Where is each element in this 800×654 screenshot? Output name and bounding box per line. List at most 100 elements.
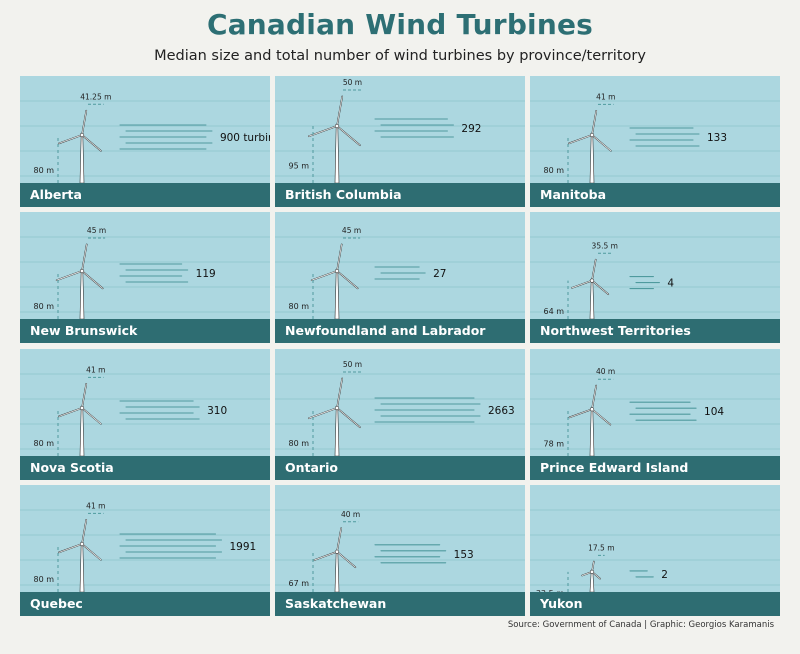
turbine-count-label: 153: [454, 549, 474, 561]
turbine-blade-highlight: [81, 244, 88, 272]
chart-title: Canadian Wind Turbines: [206, 8, 594, 41]
turbine-count-label: 2663: [488, 405, 515, 417]
turbine-blade-highlight: [571, 280, 593, 289]
panel-title: Nova Scotia: [20, 456, 270, 480]
turbine-count-label: 4: [667, 278, 674, 290]
turbine-count-label: 310: [207, 405, 227, 417]
turbine-blade-highlight: [568, 134, 593, 144]
hub-height-label: 80 m: [543, 166, 564, 175]
turbine-hub: [334, 123, 340, 129]
turbine-tower: [589, 571, 595, 593]
panel-northwest-territories: 64 m 35.5 m 4 Northwest Territories: [530, 212, 780, 343]
panel-quebec: 80 m 41 m 1991 Quebec: [20, 485, 270, 616]
turbine-plot: 80 m 41 m 310: [20, 365, 270, 457]
turbine-count-label: 292: [461, 123, 481, 135]
rotor-label: 40 m: [341, 510, 360, 519]
turbine-plot: 67 m 40 m 153: [275, 509, 525, 593]
panel-title: Newfoundland and Labrador: [275, 319, 525, 343]
turbine-tower: [334, 125, 340, 184]
turbine-blade-highlight: [591, 280, 609, 295]
turbine-tower: [79, 134, 85, 184]
rotor-label: 41.25 m: [80, 92, 111, 101]
turbine-blade-highlight: [308, 407, 338, 419]
turbine-blade-highlight: [311, 270, 338, 281]
rotor-label: 41 m: [86, 501, 105, 510]
turbine-blade-highlight: [308, 125, 338, 137]
turbine-blade-highlight: [81, 519, 87, 545]
panel-ontario: 80 m 50 m 2663 Ontario: [275, 349, 525, 480]
turbine-hub: [334, 268, 340, 274]
turbine-hub: [79, 541, 85, 547]
turbine-count-label: 104: [704, 406, 724, 418]
turbine-blade-highlight: [591, 408, 611, 425]
rotor-label: 35.5 m: [592, 241, 618, 250]
hub-height-label: 80 m: [288, 439, 309, 448]
turbine-blade-highlight: [81, 134, 102, 152]
turbine-count-label: 27: [433, 268, 446, 280]
turbine-blade-highlight: [58, 134, 83, 144]
panel-title: Saskatchewan: [275, 592, 525, 616]
turbine-plot: 80 m 41 m 1991: [20, 501, 270, 593]
turbine-blade-highlight: [336, 527, 342, 553]
turbine-blade-highlight: [591, 134, 612, 152]
turbine-count-label: 2: [661, 569, 668, 581]
turbine-plot: 80 m 50 m 2663: [275, 360, 525, 457]
turbine-plot: 80 m 45 m 27: [275, 226, 525, 320]
turbine-count-label: 119: [196, 268, 216, 280]
turbine-plot: 78 m 40 m 104: [530, 367, 780, 457]
hub-height-label: 80 m: [288, 302, 309, 311]
turbine-hub: [334, 405, 340, 411]
panel-nova-scotia: 80 m 41 m 310 Nova Scotia: [20, 349, 270, 480]
turbine-blade-highlight: [336, 125, 361, 146]
turbine-blade-highlight: [336, 244, 343, 272]
panel-title: Ontario: [275, 456, 525, 480]
rotor-label: 40 m: [596, 367, 615, 376]
hub-height-label: 95 m: [288, 162, 309, 171]
turbine-tower: [589, 408, 595, 457]
rotor-label: 50 m: [343, 78, 362, 87]
panel-title: Alberta: [20, 183, 270, 207]
turbine-blade-highlight: [591, 259, 597, 281]
turbine-plot: 80 m 41.25 m 900 turbines: [20, 92, 270, 184]
turbine-hub: [334, 549, 340, 554]
turbine-blade-highlight: [81, 383, 87, 409]
turbine-hub: [589, 569, 595, 574]
turbine-plot: 80 m 41 m 133: [530, 92, 780, 184]
rotor-label: 17.5 m: [588, 543, 614, 552]
turbine-count-label: 900 turbines: [220, 132, 270, 144]
turbine-tower: [79, 543, 85, 593]
turbine-blade-highlight: [58, 407, 83, 417]
turbine-hub: [589, 278, 595, 283]
hub-height-label: 64 m: [543, 307, 564, 316]
panel-title: British Columbia: [275, 183, 525, 207]
turbine-blade-highlight: [336, 407, 361, 428]
panel-new-brunswick: 80 m 45 m 119 New Brunswick: [20, 212, 270, 343]
chart-subtitle: Median size and total number of wind tur…: [154, 48, 646, 64]
turbine-blade-highlight: [314, 551, 338, 561]
turbine-hub: [589, 132, 595, 138]
turbine-blade-highlight: [336, 96, 343, 127]
hub-height-label: 67 m: [288, 579, 309, 588]
turbine-plot: 95 m 50 m 292: [275, 78, 525, 184]
hub-height-label: 80 m: [33, 166, 54, 175]
turbine-hub: [79, 132, 85, 138]
rotor-label: 45 m: [87, 226, 106, 235]
rotor-label: 41 m: [596, 92, 615, 101]
turbine-tower: [589, 280, 595, 320]
turbine-hub: [79, 405, 85, 411]
turbine-hub: [79, 268, 85, 274]
turbine-blade-highlight: [81, 407, 102, 425]
turbine-blade-highlight: [56, 270, 83, 281]
panel-prince-edward-island: 78 m 40 m 104 Prince Edward Island: [530, 349, 780, 480]
panel-title: Northwest Territories: [530, 319, 780, 343]
turbine-tower: [79, 270, 85, 320]
panel-newfoundland-and-labrador: 80 m 45 m 27 Newfoundland and Labrador: [275, 212, 525, 343]
turbine-blade-highlight: [81, 543, 102, 561]
turbine-blade-highlight: [569, 408, 593, 418]
panel-title: Prince Edward Island: [530, 456, 780, 480]
turbine-blade-highlight: [591, 385, 597, 410]
turbine-blade-highlight: [336, 270, 359, 289]
panel-saskatchewan: 67 m 40 m 153 Saskatchewan: [275, 485, 525, 616]
